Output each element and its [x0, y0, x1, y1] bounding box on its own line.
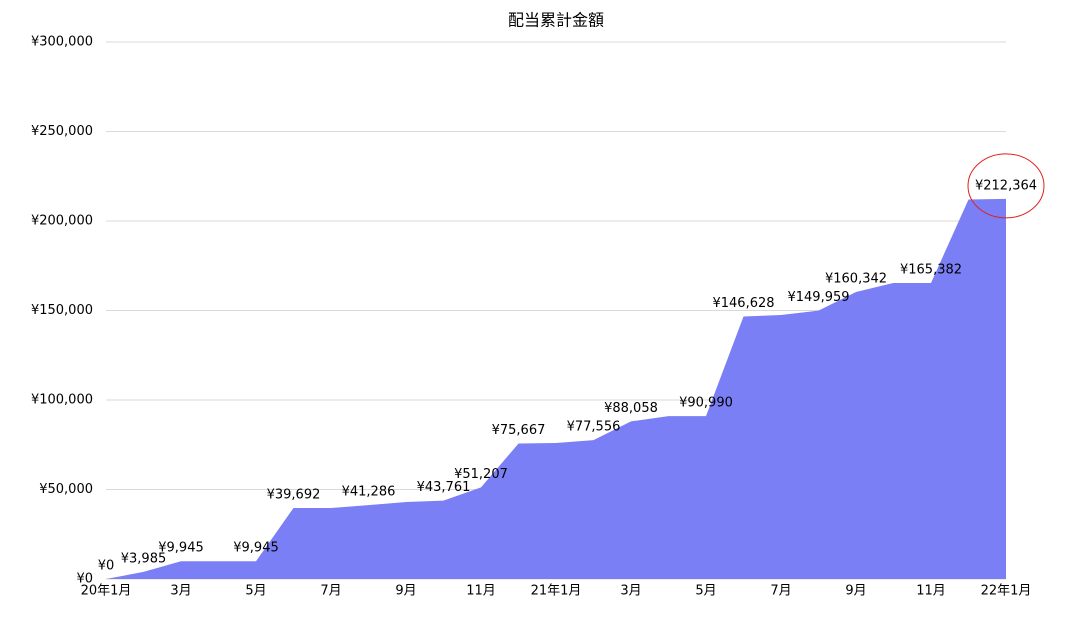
data-label: ¥212,364	[975, 178, 1037, 193]
x-tick-label: 11月	[916, 584, 946, 599]
data-label: ¥146,628	[712, 296, 774, 311]
data-label: ¥88,058	[604, 401, 658, 416]
data-label: ¥75,667	[492, 423, 546, 438]
data-label: ¥43,761	[417, 480, 471, 495]
x-tick-label: 20年1月	[81, 584, 132, 599]
y-tick-label: ¥200,000	[31, 214, 93, 229]
y-tick-label: ¥250,000	[31, 124, 93, 139]
x-tick-label: 3月	[620, 584, 641, 599]
area	[106, 198, 1006, 579]
y-tick-label: ¥150,000	[31, 303, 93, 318]
x-tick-label: 5月	[695, 584, 716, 599]
data-label: ¥149,959	[787, 290, 849, 305]
y-tick-label: ¥50,000	[39, 482, 93, 497]
x-tick-label: 21年1月	[531, 584, 582, 599]
x-tick-label: 9月	[845, 584, 866, 599]
y-tick-label: ¥100,000	[31, 393, 93, 408]
x-tick-label: 11月	[466, 584, 496, 599]
data-label: ¥0	[98, 559, 115, 574]
data-label: ¥165,382	[900, 262, 962, 277]
highlight-circle	[967, 153, 1045, 219]
data-label: ¥77,556	[567, 420, 621, 435]
x-tick-label: 7月	[770, 584, 791, 599]
x-tick-label: 9月	[395, 584, 416, 599]
x-tick-label: 22年1月	[981, 584, 1032, 599]
data-label: ¥90,990	[679, 396, 733, 411]
data-label: ¥9,945	[158, 541, 204, 556]
data-label: ¥39,692	[267, 487, 321, 502]
x-tick-label: 5月	[245, 584, 266, 599]
y-tick-label: ¥0	[76, 572, 93, 587]
chart-title: 配当累計金額	[508, 11, 604, 30]
data-label: ¥160,342	[825, 271, 887, 286]
data-label: ¥3,985	[121, 551, 167, 566]
data-label: ¥51,207	[454, 467, 508, 482]
x-tick-label: 3月	[170, 584, 191, 599]
data-label: ¥9,945	[233, 541, 279, 556]
y-tick-label: ¥300,000	[31, 35, 93, 50]
data-label: ¥41,286	[342, 485, 396, 500]
x-tick-label: 7月	[320, 584, 341, 599]
